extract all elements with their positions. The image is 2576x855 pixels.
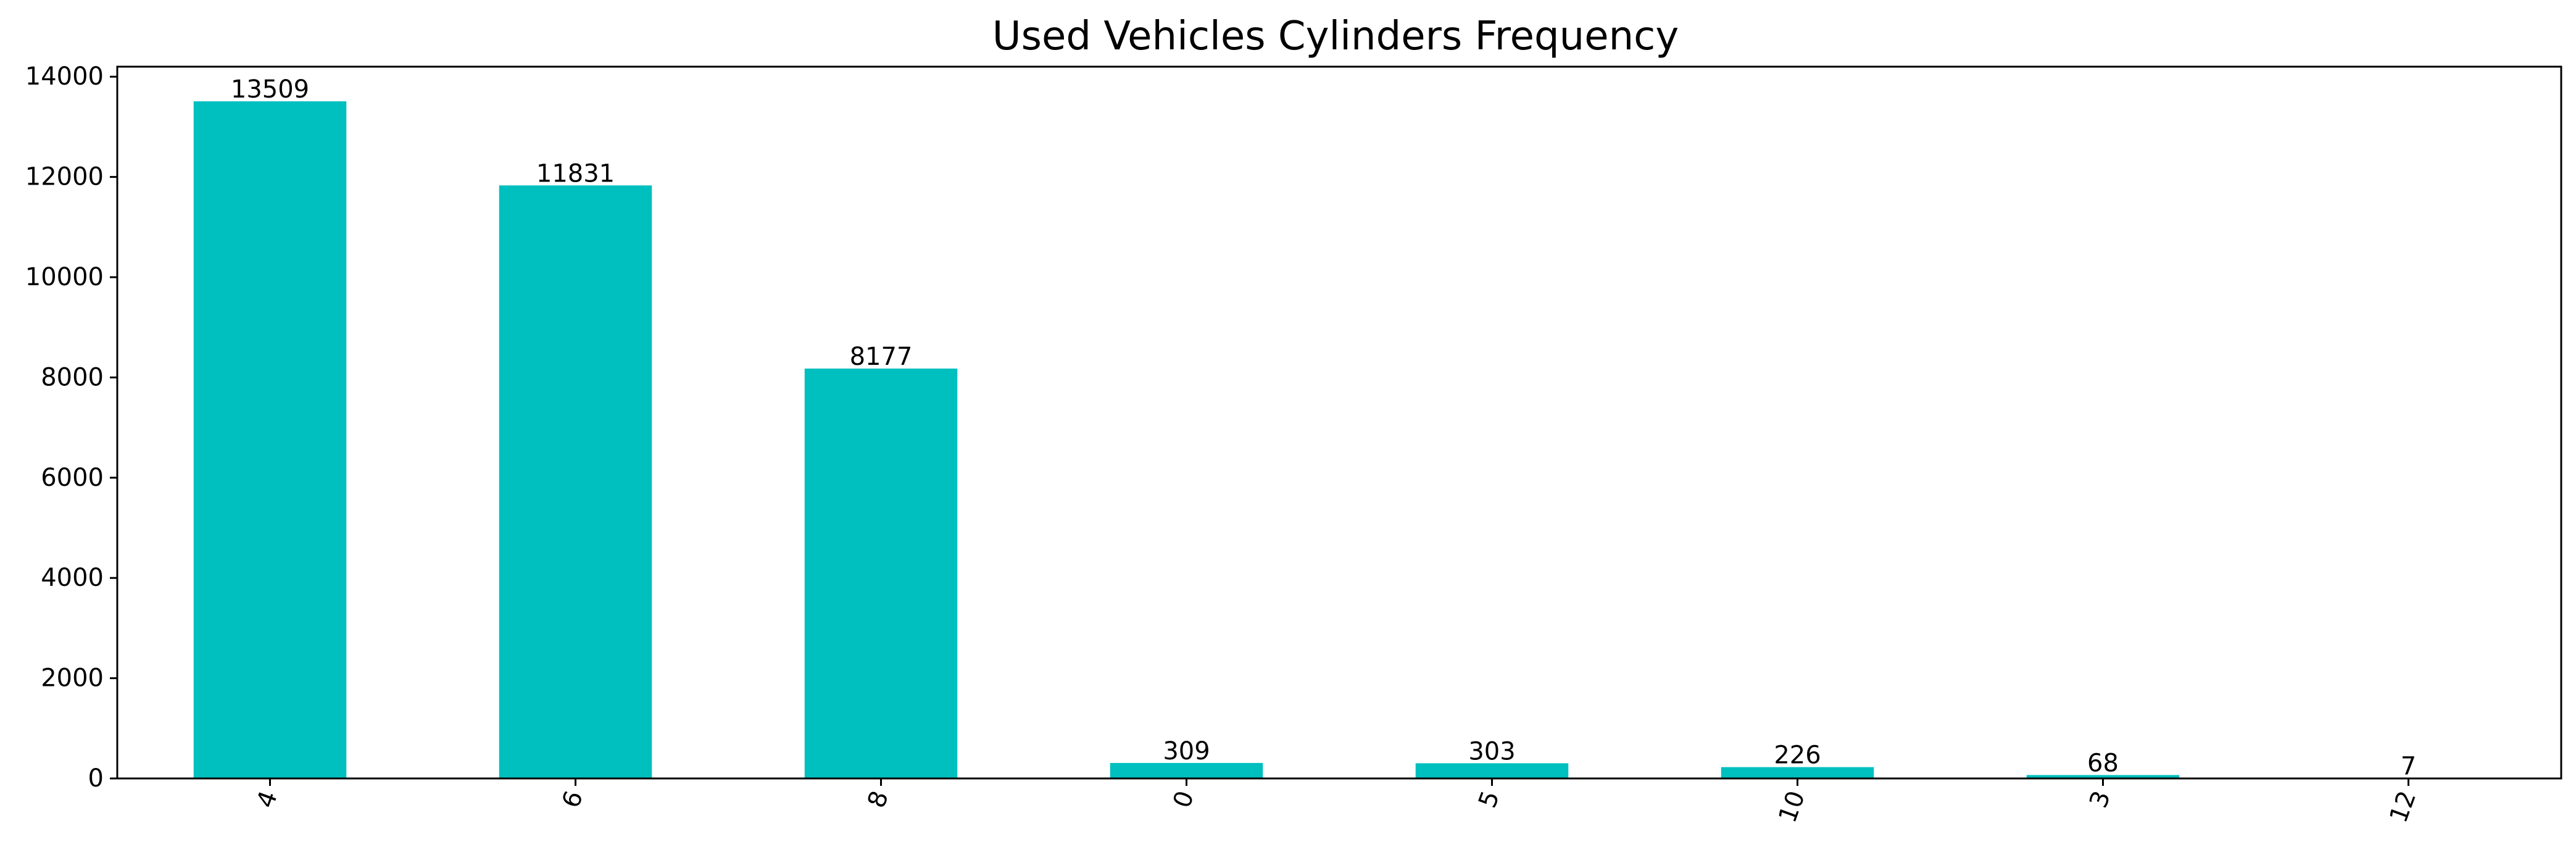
- x-axis: 4 6 8 0 5 10 3 12: [251, 778, 2422, 827]
- y-tick-label: 6000: [41, 464, 104, 492]
- bar-8: [804, 369, 958, 778]
- x-tick-label: 0: [1168, 787, 1200, 812]
- data-label-3: 68: [2087, 749, 2119, 777]
- bar-10: [1721, 767, 1874, 778]
- bar-0: [1110, 762, 1263, 778]
- y-tick-label: 12000: [25, 163, 104, 191]
- data-label-4: 13509: [231, 75, 309, 104]
- y-tick-label: 14000: [25, 62, 104, 91]
- x-tick-label: 12: [2384, 787, 2422, 827]
- x-tick-label: 6: [557, 787, 589, 812]
- y-axis: 0 2000 4000 6000 8000 10000 12000 14000: [25, 62, 117, 793]
- y-tick-label: 8000: [41, 363, 104, 391]
- data-label-6: 11831: [536, 159, 615, 188]
- data-labels-layer: 13509 11831 8177 309 303 226 68 7: [231, 75, 2416, 780]
- bar-3: [2026, 775, 2180, 778]
- data-label-5: 303: [1468, 737, 1515, 765]
- y-tick-label: 10000: [25, 263, 104, 291]
- x-tick-label: 10: [1773, 787, 1811, 827]
- data-label-10: 226: [1774, 741, 1821, 770]
- y-tick-label: 4000: [41, 564, 104, 592]
- x-tick-label: 8: [862, 787, 894, 812]
- x-tick-label: 5: [1473, 787, 1505, 812]
- y-tick-label: 2000: [41, 664, 104, 693]
- plot-frame: [116, 65, 2562, 780]
- y-tick-label: 0: [88, 764, 104, 793]
- bars-layer: [193, 101, 2485, 778]
- chart-title: Used Vehicles Cylinders Frequency: [992, 14, 1679, 59]
- x-tick-label: 4: [251, 787, 283, 812]
- data-label-0: 309: [1163, 737, 1210, 765]
- data-label-8: 8177: [850, 343, 913, 371]
- bar-5: [1415, 763, 1569, 778]
- bar-4: [193, 101, 347, 778]
- x-tick-label: 3: [2084, 787, 2116, 812]
- data-label-12: 7: [2401, 752, 2416, 780]
- bar-6: [499, 185, 652, 778]
